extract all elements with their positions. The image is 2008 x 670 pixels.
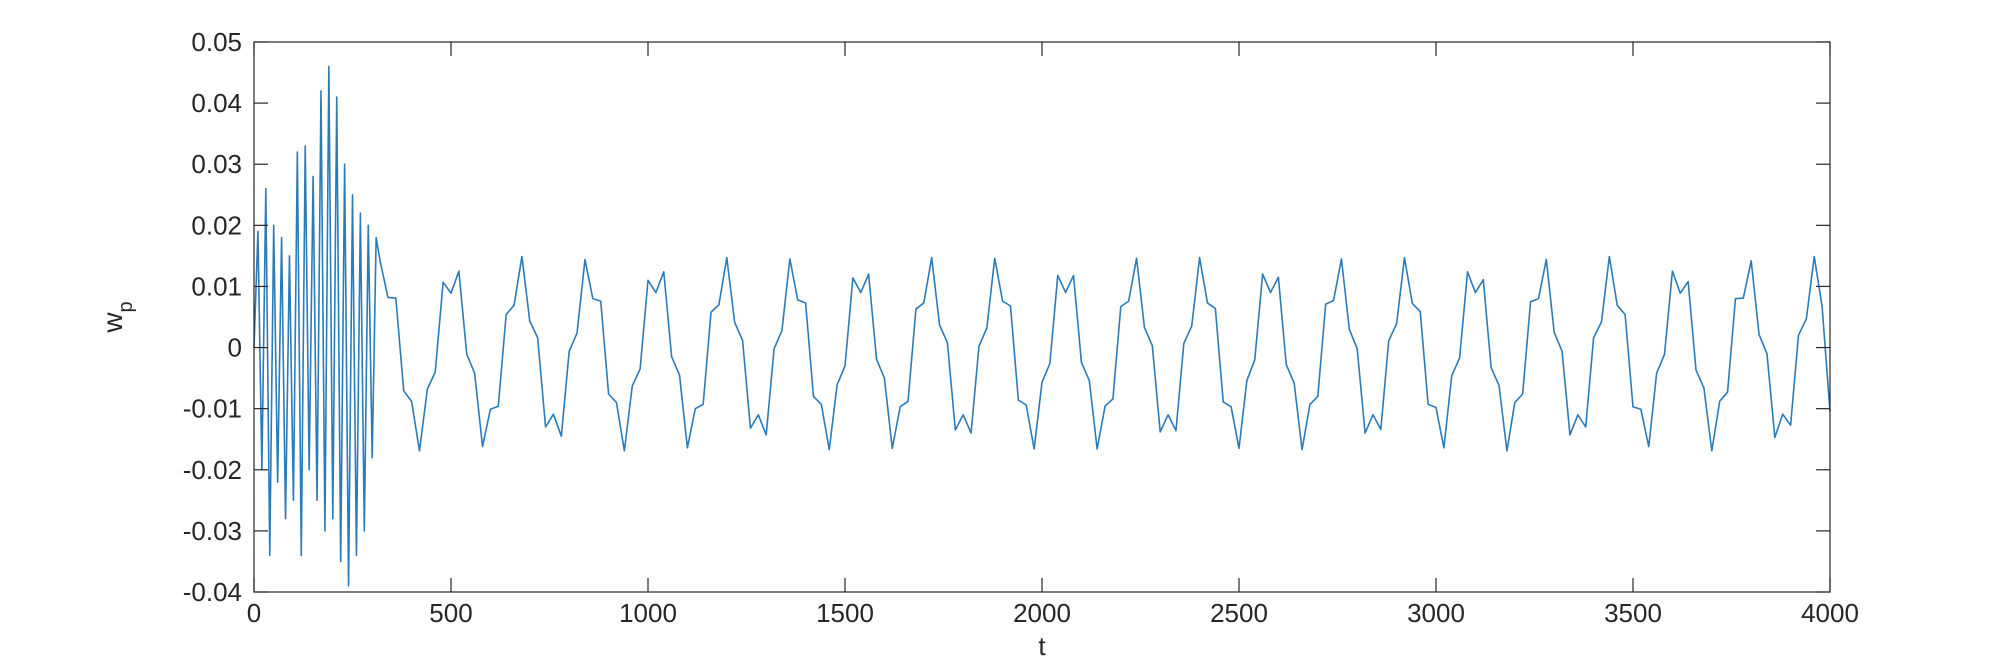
x-tick-label: 4000: [1801, 598, 1859, 628]
x-tick-label: 3000: [1407, 598, 1465, 628]
plot-area: [254, 42, 1830, 592]
y-axis-label: wp: [97, 301, 137, 333]
x-tick-label: 0: [247, 598, 261, 628]
y-axis-label-base: wp: [97, 301, 137, 333]
y-tick-label: -0.01: [183, 394, 242, 424]
y-tick-label: 0.02: [191, 210, 242, 240]
y-tick-label: -0.02: [183, 455, 242, 485]
y-tick-label: 0: [228, 333, 242, 363]
y-tick-label: 0.05: [191, 27, 242, 57]
x-tick-label: 2500: [1210, 598, 1268, 628]
data-line: [253, 65, 1831, 587]
x-tick-label: 1000: [619, 598, 677, 628]
y-tick-label: 0.04: [191, 88, 242, 118]
x-axis-label: t: [1038, 631, 1046, 661]
x-tick-label: 3500: [1604, 598, 1662, 628]
y-tick-label: -0.04: [183, 577, 242, 607]
y-label-w: w: [97, 312, 128, 334]
y-tick-label: 0.01: [191, 271, 242, 301]
y-label-sub: p: [115, 301, 137, 312]
y-tick-label: 0.03: [191, 149, 242, 179]
x-tick-label: 1500: [816, 598, 874, 628]
x-tick-label: 2000: [1013, 598, 1071, 628]
y-tick-label: -0.03: [183, 516, 242, 546]
x-tick-label: 500: [429, 598, 472, 628]
